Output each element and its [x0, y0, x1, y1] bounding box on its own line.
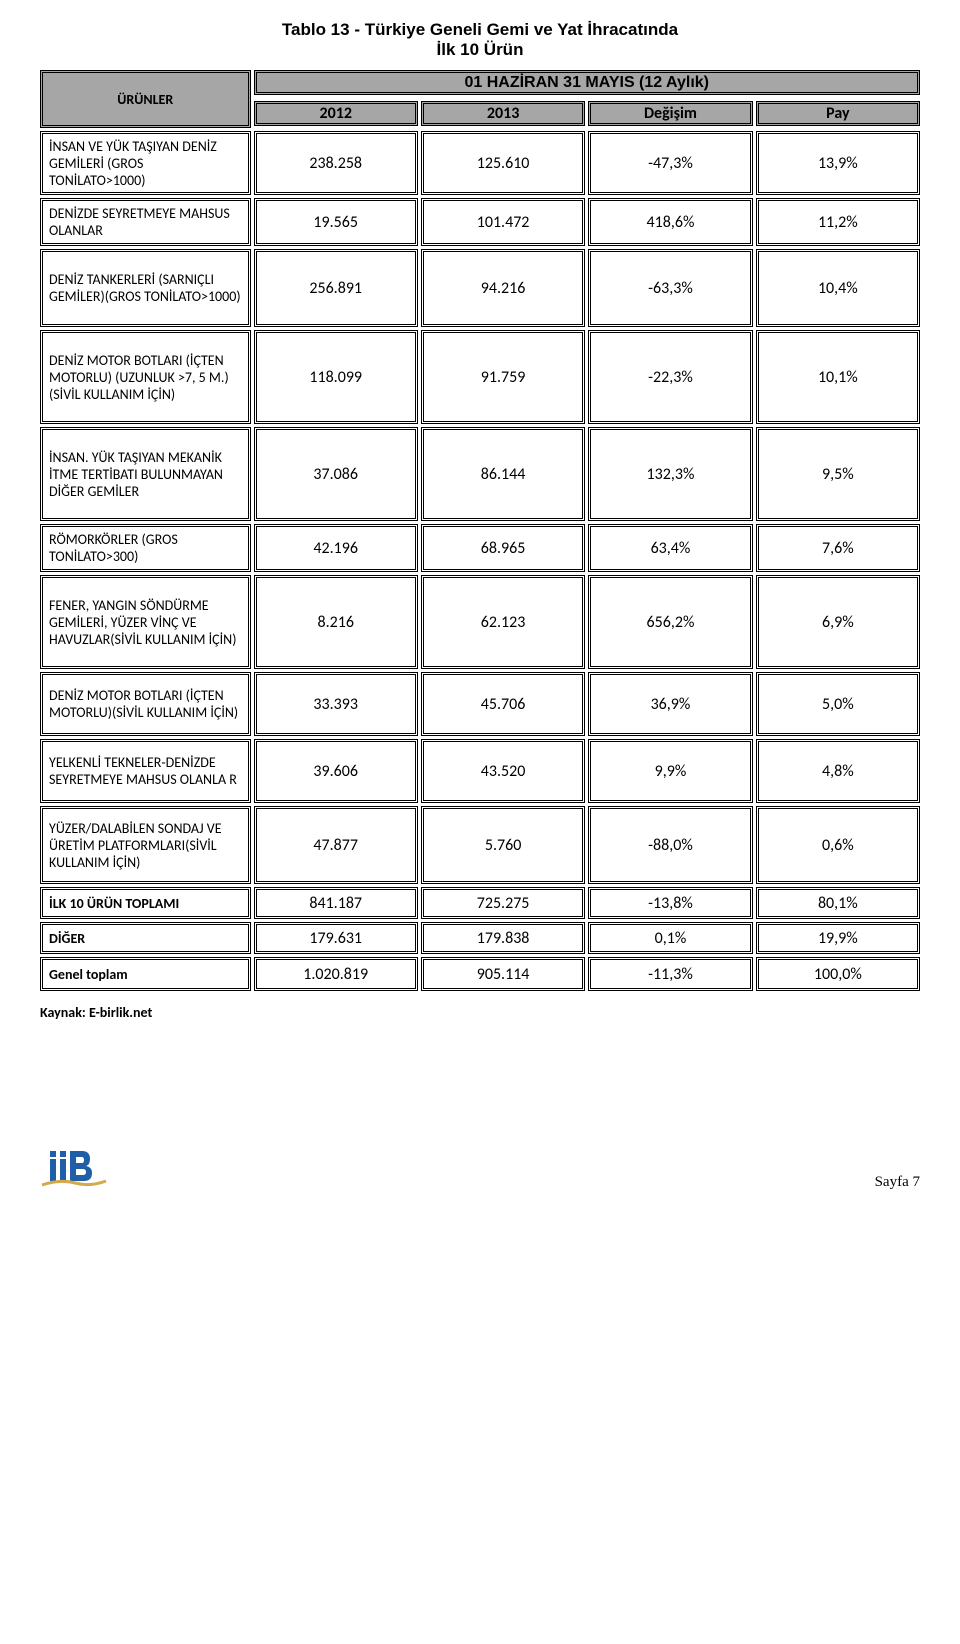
- data-cell: 5.760: [421, 806, 585, 884]
- data-cell: 5,0%: [756, 672, 920, 736]
- data-cell: 238.258: [254, 131, 418, 195]
- row-label: DENİZ TANKERLERİ (SARNIÇLI GEMİLER)(GROS…: [40, 249, 251, 327]
- data-cell: 100,0%: [756, 957, 920, 991]
- data-cell: 68.965: [421, 524, 585, 572]
- row-label: DENİZDE SEYRETMEYE MAHSUS OLANLAR: [40, 198, 251, 246]
- table-row: Genel toplam1.020.819905.114-11,3%100,0%: [40, 957, 920, 994]
- data-cell: 179.838: [421, 922, 585, 954]
- data-cell: 725.275: [421, 887, 585, 919]
- data-cell: -63,3%: [588, 249, 752, 327]
- table-row: YELKENLİ TEKNELER-DENİZDE SEYRETMEYE MAH…: [40, 739, 920, 806]
- data-cell: -22,3%: [588, 330, 752, 424]
- data-cell: 91.759: [421, 330, 585, 424]
- table-row: DENİZDE SEYRETMEYE MAHSUS OLANLAR19.5651…: [40, 198, 920, 249]
- column-header: 2012: [254, 101, 418, 126]
- table-row: DİĞER179.631179.8380,1%19,9%: [40, 922, 920, 957]
- data-cell: 42.196: [254, 524, 418, 572]
- row-label: İNSAN. YÜK TAŞIYAN MEKANİK İTME TERTİBAT…: [40, 427, 251, 521]
- data-cell: 125.610: [421, 131, 585, 195]
- row-label: Genel toplam: [40, 957, 251, 991]
- row-label: DİĞER: [40, 922, 251, 954]
- data-cell: 1.020.819: [254, 957, 418, 991]
- table-row: DENİZ TANKERLERİ (SARNIÇLI GEMİLER)(GROS…: [40, 249, 920, 330]
- data-cell: -13,8%: [588, 887, 752, 919]
- table-row: İNSAN. YÜK TAŞIYAN MEKANİK İTME TERTİBAT…: [40, 427, 920, 524]
- data-cell: 0,6%: [756, 806, 920, 884]
- iib-logo-icon: [40, 1141, 110, 1191]
- data-cell: 19.565: [254, 198, 418, 246]
- data-cell: -47,3%: [588, 131, 752, 195]
- page-footer: Sayfa 7: [40, 1141, 920, 1191]
- data-cell: 132,3%: [588, 427, 752, 521]
- table-row: DENİZ MOTOR BOTLARI (İÇTEN MOTORLU)(SİVİ…: [40, 672, 920, 739]
- source-label: Kaynak: E-birlik.net: [40, 1004, 920, 1021]
- data-cell: 256.891: [254, 249, 418, 327]
- data-cell: 9,9%: [588, 739, 752, 803]
- data-cell: 418,6%: [588, 198, 752, 246]
- data-cell: 179.631: [254, 922, 418, 954]
- data-cell: 36,9%: [588, 672, 752, 736]
- data-cell: 905.114: [421, 957, 585, 991]
- period-header: 01 HAZİRAN 31 MAYIS (12 Aylık): [254, 70, 920, 95]
- table-row: İLK 10 ÜRÜN TOPLAMI841.187725.275-13,8%8…: [40, 887, 920, 922]
- data-cell: 43.520: [421, 739, 585, 803]
- row-label: İNSAN VE YÜK TAŞIYAN DENİZ GEMİLERİ (GRO…: [40, 131, 251, 195]
- data-cell: 8.216: [254, 575, 418, 669]
- data-cell: 39.606: [254, 739, 418, 803]
- data-cell: 80,1%: [756, 887, 920, 919]
- row-label: YELKENLİ TEKNELER-DENİZDE SEYRETMEYE MAH…: [40, 739, 251, 803]
- data-cell: 94.216: [421, 249, 585, 327]
- row-label: FENER, YANGIN SÖNDÜRME GEMİLERİ, YÜZER V…: [40, 575, 251, 669]
- row-label: DENİZ MOTOR BOTLARI (İÇTEN MOTORLU) (UZU…: [40, 330, 251, 424]
- data-cell: 841.187: [254, 887, 418, 919]
- table-row: RÖMORKÖRLER (GROS TONİLATO>300)42.19668.…: [40, 524, 920, 575]
- table-row: YÜZER/DALABİLEN SONDAJ VE ÜRETİM PLATFOR…: [40, 806, 920, 887]
- data-cell: 118.099: [254, 330, 418, 424]
- data-cell: 62.123: [421, 575, 585, 669]
- data-cell: 10,1%: [756, 330, 920, 424]
- row-label: DENİZ MOTOR BOTLARI (İÇTEN MOTORLU)(SİVİ…: [40, 672, 251, 736]
- data-cell: -11,3%: [588, 957, 752, 991]
- data-cell: 47.877: [254, 806, 418, 884]
- corner-header: ÜRÜNLER: [40, 70, 251, 128]
- data-cell: 6,9%: [756, 575, 920, 669]
- data-cell: -88,0%: [588, 806, 752, 884]
- page-number: Sayfa 7: [875, 1174, 920, 1191]
- data-table: ÜRÜNLER01 HAZİRAN 31 MAYIS (12 Aylık) 201…: [40, 70, 920, 994]
- data-cell: 13,9%: [756, 131, 920, 195]
- data-cell: 10,4%: [756, 249, 920, 327]
- data-cell: 37.086: [254, 427, 418, 521]
- data-cell: 86.144: [421, 427, 585, 521]
- row-label: YÜZER/DALABİLEN SONDAJ VE ÜRETİM PLATFOR…: [40, 806, 251, 884]
- data-cell: 4,8%: [756, 739, 920, 803]
- data-cell: 63,4%: [588, 524, 752, 572]
- data-cell: 45.706: [421, 672, 585, 736]
- table-row: DENİZ MOTOR BOTLARI (İÇTEN MOTORLU) (UZU…: [40, 330, 920, 427]
- table-row: FENER, YANGIN SÖNDÜRME GEMİLERİ, YÜZER V…: [40, 575, 920, 672]
- data-cell: 11,2%: [756, 198, 920, 246]
- row-label: RÖMORKÖRLER (GROS TONİLATO>300): [40, 524, 251, 572]
- data-cell: 9,5%: [756, 427, 920, 521]
- data-cell: 656,2%: [588, 575, 752, 669]
- data-cell: 7,6%: [756, 524, 920, 572]
- table-title: Tablo 13 - Türkiye Geneli Gemi ve Yat İh…: [40, 20, 920, 60]
- data-cell: 33.393: [254, 672, 418, 736]
- data-cell: 0,1%: [588, 922, 752, 954]
- column-header: Değişim: [588, 101, 752, 126]
- column-header: Pay: [756, 101, 920, 126]
- data-cell: 101.472: [421, 198, 585, 246]
- data-cell: 19,9%: [756, 922, 920, 954]
- row-label: İLK 10 ÜRÜN TOPLAMI: [40, 887, 251, 919]
- column-header: 2013: [421, 101, 585, 126]
- table-row: İNSAN VE YÜK TAŞIYAN DENİZ GEMİLERİ (GRO…: [40, 131, 920, 198]
